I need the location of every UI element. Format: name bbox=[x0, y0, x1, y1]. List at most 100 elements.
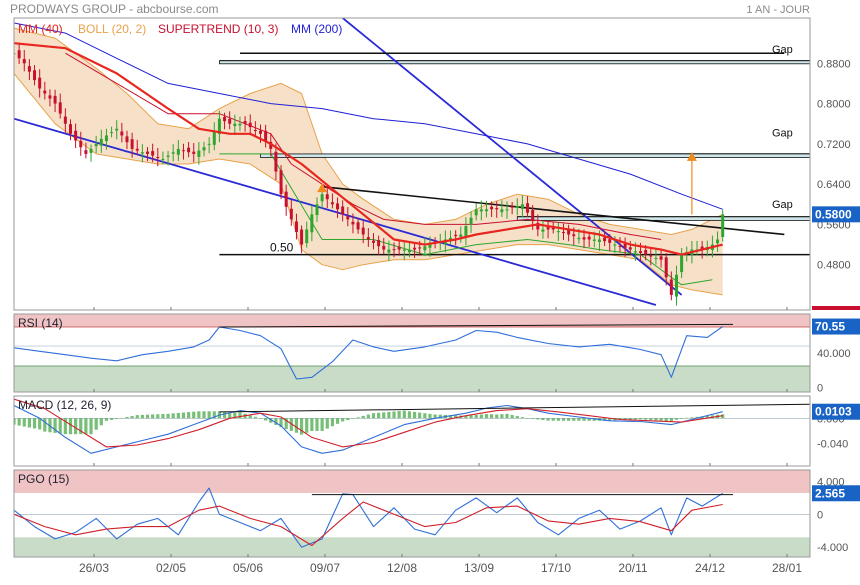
macd-histogram-bar bbox=[182, 413, 185, 419]
x-tick-label: 17/10 bbox=[541, 561, 571, 575]
candle-body bbox=[341, 207, 344, 215]
macd-histogram-bar bbox=[74, 418, 77, 434]
macd-histogram-bar bbox=[110, 418, 113, 420]
macd-histogram-bar bbox=[131, 416, 134, 418]
candle-body bbox=[151, 151, 154, 156]
pgo-high-zone bbox=[14, 470, 810, 493]
candle-body bbox=[413, 248, 416, 250]
candle-body bbox=[326, 194, 329, 199]
macd-histogram-bar bbox=[536, 418, 539, 419]
candle-body bbox=[136, 149, 139, 151]
candle-body bbox=[475, 209, 478, 215]
macd-histogram-bar bbox=[59, 418, 62, 433]
macd-histogram-bar bbox=[18, 418, 21, 425]
macd-histogram-bar bbox=[362, 416, 365, 418]
macd-histogram-bar bbox=[202, 411, 205, 418]
y-tick-label: 0 bbox=[817, 509, 823, 521]
macd-histogram-bar bbox=[665, 418, 668, 421]
macd-histogram-bar bbox=[367, 415, 370, 419]
candle-body bbox=[387, 250, 390, 253]
macd-histogram-bar bbox=[546, 418, 549, 420]
candle-body bbox=[69, 124, 72, 134]
macd-histogram-bar bbox=[125, 417, 128, 418]
candle-body bbox=[23, 59, 26, 63]
x-tick-label: 12/08 bbox=[387, 561, 417, 575]
candle-body bbox=[285, 192, 288, 207]
candle-body bbox=[613, 245, 616, 246]
macd-histogram-bar bbox=[552, 418, 555, 420]
candle-body bbox=[48, 95, 51, 98]
macd-histogram-bar bbox=[326, 418, 329, 428]
candle-body bbox=[464, 226, 467, 237]
macd-histogram-bar bbox=[511, 415, 514, 418]
macd-histogram-bar bbox=[475, 415, 478, 418]
last-value-label: 70.55 bbox=[815, 320, 845, 334]
macd-histogram-bar bbox=[685, 418, 688, 419]
candle-body bbox=[161, 159, 164, 160]
candle-body bbox=[362, 228, 365, 235]
macd-histogram-bar bbox=[572, 418, 575, 421]
macd-histogram-bar bbox=[372, 413, 375, 418]
y-tick-label: -0.040 bbox=[817, 439, 848, 451]
candle-body bbox=[177, 149, 180, 155]
macd-histogram-bar bbox=[649, 418, 652, 420]
macd-histogram-bar bbox=[531, 418, 534, 419]
candle-body bbox=[454, 235, 457, 236]
candle-body bbox=[331, 202, 334, 204]
candle-body bbox=[310, 214, 313, 232]
macd-histogram-bar bbox=[166, 414, 169, 418]
x-tick-label: 26/03 bbox=[79, 561, 109, 575]
pgo-title: PGO (15) bbox=[18, 472, 69, 486]
legend-entry: MM (40) bbox=[18, 22, 63, 36]
candle-body bbox=[79, 141, 82, 147]
candle-body bbox=[495, 208, 498, 209]
candle-body bbox=[95, 144, 98, 146]
macd-histogram-bar bbox=[310, 418, 313, 431]
macd-title: MACD (12, 26, 9) bbox=[18, 398, 111, 412]
candle-body bbox=[521, 204, 524, 209]
macd-histogram-bar bbox=[680, 418, 683, 419]
candle-body bbox=[511, 206, 514, 207]
candle-body bbox=[346, 216, 349, 219]
macd-histogram-bar bbox=[557, 418, 560, 421]
macd-histogram-bar bbox=[418, 413, 421, 419]
macd-histogram-bar bbox=[84, 418, 87, 434]
candle-body bbox=[141, 152, 144, 153]
macd-histogram-bar bbox=[582, 418, 585, 421]
candle-body bbox=[105, 135, 108, 141]
candle-body bbox=[336, 203, 339, 209]
x-tick-label: 28/01 bbox=[772, 561, 802, 575]
candle-body bbox=[721, 214, 724, 237]
x-tick-label: 02/05 bbox=[156, 561, 186, 575]
macd-histogram-bar bbox=[577, 418, 580, 421]
macd-histogram-bar bbox=[675, 418, 678, 419]
candle-body bbox=[228, 119, 231, 124]
x-tick-label: 13/09 bbox=[464, 561, 494, 575]
macd-histogram-bar bbox=[238, 412, 241, 418]
level-label: 0.50 bbox=[270, 241, 294, 255]
candle-body bbox=[423, 246, 426, 250]
macd-histogram-bar bbox=[69, 418, 72, 434]
macd-histogram-bar bbox=[382, 412, 385, 418]
candle-body bbox=[526, 203, 529, 212]
candle-body bbox=[639, 251, 642, 253]
macd-histogram-bar bbox=[223, 412, 226, 418]
candle-body bbox=[654, 258, 657, 259]
macd-histogram-bar bbox=[495, 414, 498, 418]
macd-histogram-bar bbox=[403, 411, 406, 419]
gap-band bbox=[261, 154, 810, 158]
candle-body bbox=[649, 256, 652, 257]
rsi-title: RSI (14) bbox=[18, 316, 63, 330]
candle-body bbox=[280, 170, 283, 194]
gap-label: Gap bbox=[772, 199, 793, 211]
candle-body bbox=[459, 234, 462, 236]
gap-label: Gap bbox=[772, 127, 793, 139]
macd-histogram-bar bbox=[541, 418, 544, 420]
macd-histogram-bar bbox=[336, 418, 339, 424]
macd-histogram-bar bbox=[634, 418, 637, 419]
candle-body bbox=[74, 131, 77, 141]
macd-histogram-bar bbox=[526, 418, 529, 419]
macd-histogram-bar bbox=[161, 414, 164, 418]
candle-body bbox=[572, 234, 575, 236]
candle-body bbox=[259, 131, 262, 134]
